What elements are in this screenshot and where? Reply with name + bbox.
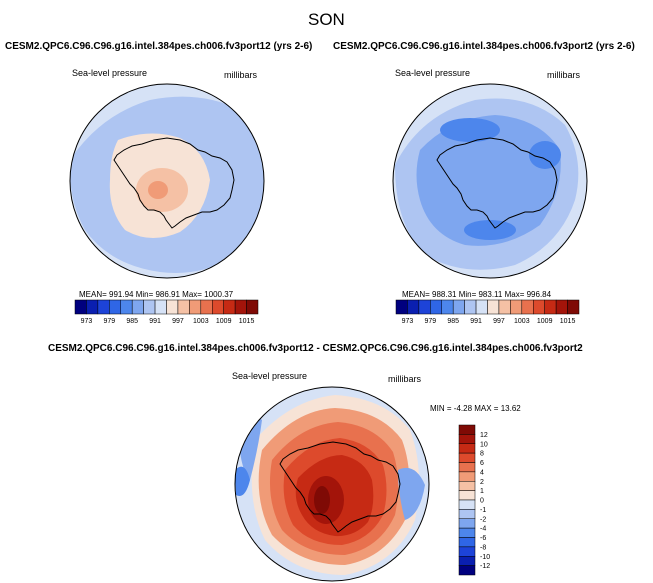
panel3-colorbar-tick-label: -2 <box>480 516 486 523</box>
panel3-colorbar-tick-label: 2 <box>480 479 484 486</box>
panel3-colorbar-tick-label: 4 <box>480 469 484 476</box>
panel1-colorbar-swatch <box>177 299 190 315</box>
panel1-colorbar-swatch <box>200 299 213 315</box>
panel2-colorbar-tick-label: 1015 <box>560 318 576 325</box>
panel3-colorbar-tick-label: 0 <box>480 498 484 505</box>
panel1-colorbar-tick-label: 997 <box>172 318 184 325</box>
panel1-colorbar-swatch <box>143 299 156 315</box>
panel1-colorbar-tick-label: 985 <box>126 318 138 325</box>
panel3-colorbar-swatch <box>458 537 476 548</box>
panel2-colorbar-tick-label: 1009 <box>537 318 553 325</box>
panel1-colorbar-swatch <box>189 299 202 315</box>
panel2-case-title: CESM2.QPC6.C96.C96.g16.intel.384pes.ch00… <box>333 41 635 52</box>
panel2-colorbar-tick-label: 991 <box>470 318 482 325</box>
panel3-units-label: millibars <box>388 374 422 384</box>
figure-title: SON <box>308 10 345 29</box>
panel2-colorbar-swatch <box>407 299 420 315</box>
panel2-colorbar-swatch <box>475 299 488 315</box>
panel3-map <box>235 387 429 581</box>
panel1-colorbar-swatch <box>74 299 87 315</box>
panel3-colorbar-swatch <box>458 556 476 566</box>
panel1-units-label: millibars <box>224 70 258 80</box>
panel3-colorbar-tick-label: -1 <box>480 507 486 514</box>
panel2-colorbar: 973 979 985 991 997 1003 1009 1015 <box>395 299 580 325</box>
panel1-map <box>70 84 264 278</box>
panel3-colorbar-swatch <box>458 443 476 454</box>
panel2-colorbar-tick-label: 979 <box>424 318 436 325</box>
panel2-colorbar-swatch <box>487 299 500 315</box>
panel2-colorbar-swatch <box>544 299 557 315</box>
panel3-colorbar-swatch <box>458 518 476 529</box>
panel3-variable-label: Sea-level pressure <box>232 371 308 381</box>
panel3-colorbar-tick-label: 12 <box>480 432 488 439</box>
panel2-units-label: millibars <box>547 70 581 80</box>
panel3-colorbar-tick-label: -12 <box>480 563 490 570</box>
panel3-colorbar-tick-label: 10 <box>480 441 488 448</box>
panel2-colorbar-swatch <box>395 299 408 315</box>
panel2-stats: MEAN= 988.31 Min= 983.11 Max= 996.84 <box>402 290 552 299</box>
panel3-colorbar-swatch <box>458 481 476 491</box>
panel2-colorbar-swatch <box>452 299 465 315</box>
panel1-colorbar-swatch <box>109 299 121 315</box>
panel1-colorbar-tick-label: 1003 <box>193 318 209 325</box>
panel3-colorbar-swatch <box>458 424 476 435</box>
panel3-colorbar-tick-label: 8 <box>480 451 484 458</box>
panel1-colorbar-tick-label: 1015 <box>239 318 255 325</box>
panel3-stats: MIN = -4.28 MAX = 13.62 <box>430 404 521 413</box>
panel1-colorbar-swatch <box>166 299 179 315</box>
panel3-colorbar-tick-label: -8 <box>480 544 486 551</box>
panel3-colorbar-tick-label: -4 <box>480 526 486 533</box>
panel3-colorbar-swatch <box>458 471 476 482</box>
panel2-colorbar-tick-label: 1003 <box>514 318 530 325</box>
panel3-colorbar-swatch <box>458 527 476 538</box>
panel2-colorbar-swatch <box>498 299 511 315</box>
panel1-colorbar-tick-label: 1009 <box>216 318 232 325</box>
panel3-colorbar-tick-label: 1 <box>480 488 484 495</box>
panel2-colorbar-swatch <box>418 299 431 315</box>
panel1-colorbar-swatch <box>86 299 99 315</box>
panel3-colorbar-swatch <box>458 499 476 510</box>
panel1-colorbar-tick-label: 991 <box>149 318 161 325</box>
panel1-colorbar-swatch <box>120 299 133 315</box>
panel3-colorbar-swatch <box>458 462 476 473</box>
panel2-colorbar-tick-label: 997 <box>493 318 505 325</box>
panel2-colorbar-swatch <box>555 299 568 315</box>
panel1-stats: MEAN= 991.94 Min= 986.91 Max= 1000.37 <box>79 290 234 299</box>
panel1-colorbar-tick-label: 979 <box>103 318 115 325</box>
panel1-colorbar: 973 979 985 991 997 1003 1009 1015 <box>74 299 259 325</box>
panel2-colorbar-tick-label: 973 <box>402 318 414 325</box>
panel1-colorbar-tick-label: 973 <box>81 318 93 325</box>
panel3-colorbar-swatch <box>458 490 476 501</box>
panel3-colorbar-tick-label: -10 <box>480 554 490 561</box>
panel2-colorbar-swatch <box>521 299 534 315</box>
panel2-colorbar-tick-label: 985 <box>447 318 459 325</box>
panel2-colorbar-swatch <box>464 299 477 315</box>
panel2-colorbar-swatch <box>430 299 442 315</box>
panel1-colorbar-swatch <box>246 299 259 315</box>
panel2-colorbar-swatch <box>510 299 523 315</box>
panel1-colorbar-swatch <box>223 299 236 315</box>
panel2-colorbar-swatch <box>567 299 580 315</box>
panel3-colorbar-swatch <box>458 546 476 557</box>
panel2-map <box>393 84 587 278</box>
panel3-colorbar-swatch <box>458 452 476 463</box>
panel1-colorbar-swatch <box>97 299 110 315</box>
panel1-variable-label: Sea-level pressure <box>72 68 148 78</box>
panel2-colorbar-swatch <box>533 299 545 315</box>
panel3-colorbar-tick-label: -6 <box>480 535 486 542</box>
panel1-colorbar-swatch <box>234 299 247 315</box>
panel2-variable-label: Sea-level pressure <box>395 68 471 78</box>
panel1-colorbar-swatch <box>212 299 224 315</box>
panel2-colorbar-swatch <box>441 299 454 315</box>
panel1-colorbar-swatch <box>131 299 144 315</box>
panel3-colorbar-tick-label: 6 <box>480 460 484 467</box>
panel1-case-title: CESM2.QPC6.C96.C96.g16.intel.384pes.ch00… <box>5 41 313 52</box>
panel3-colorbar-swatch <box>458 434 476 444</box>
panel3-colorbar-swatch <box>458 565 476 576</box>
panel3-case-title: CESM2.QPC6.C96.C96.g16.intel.384pes.ch00… <box>48 343 583 354</box>
panel1-colorbar-swatch <box>154 299 167 315</box>
panel3-colorbar-swatch <box>458 509 476 519</box>
